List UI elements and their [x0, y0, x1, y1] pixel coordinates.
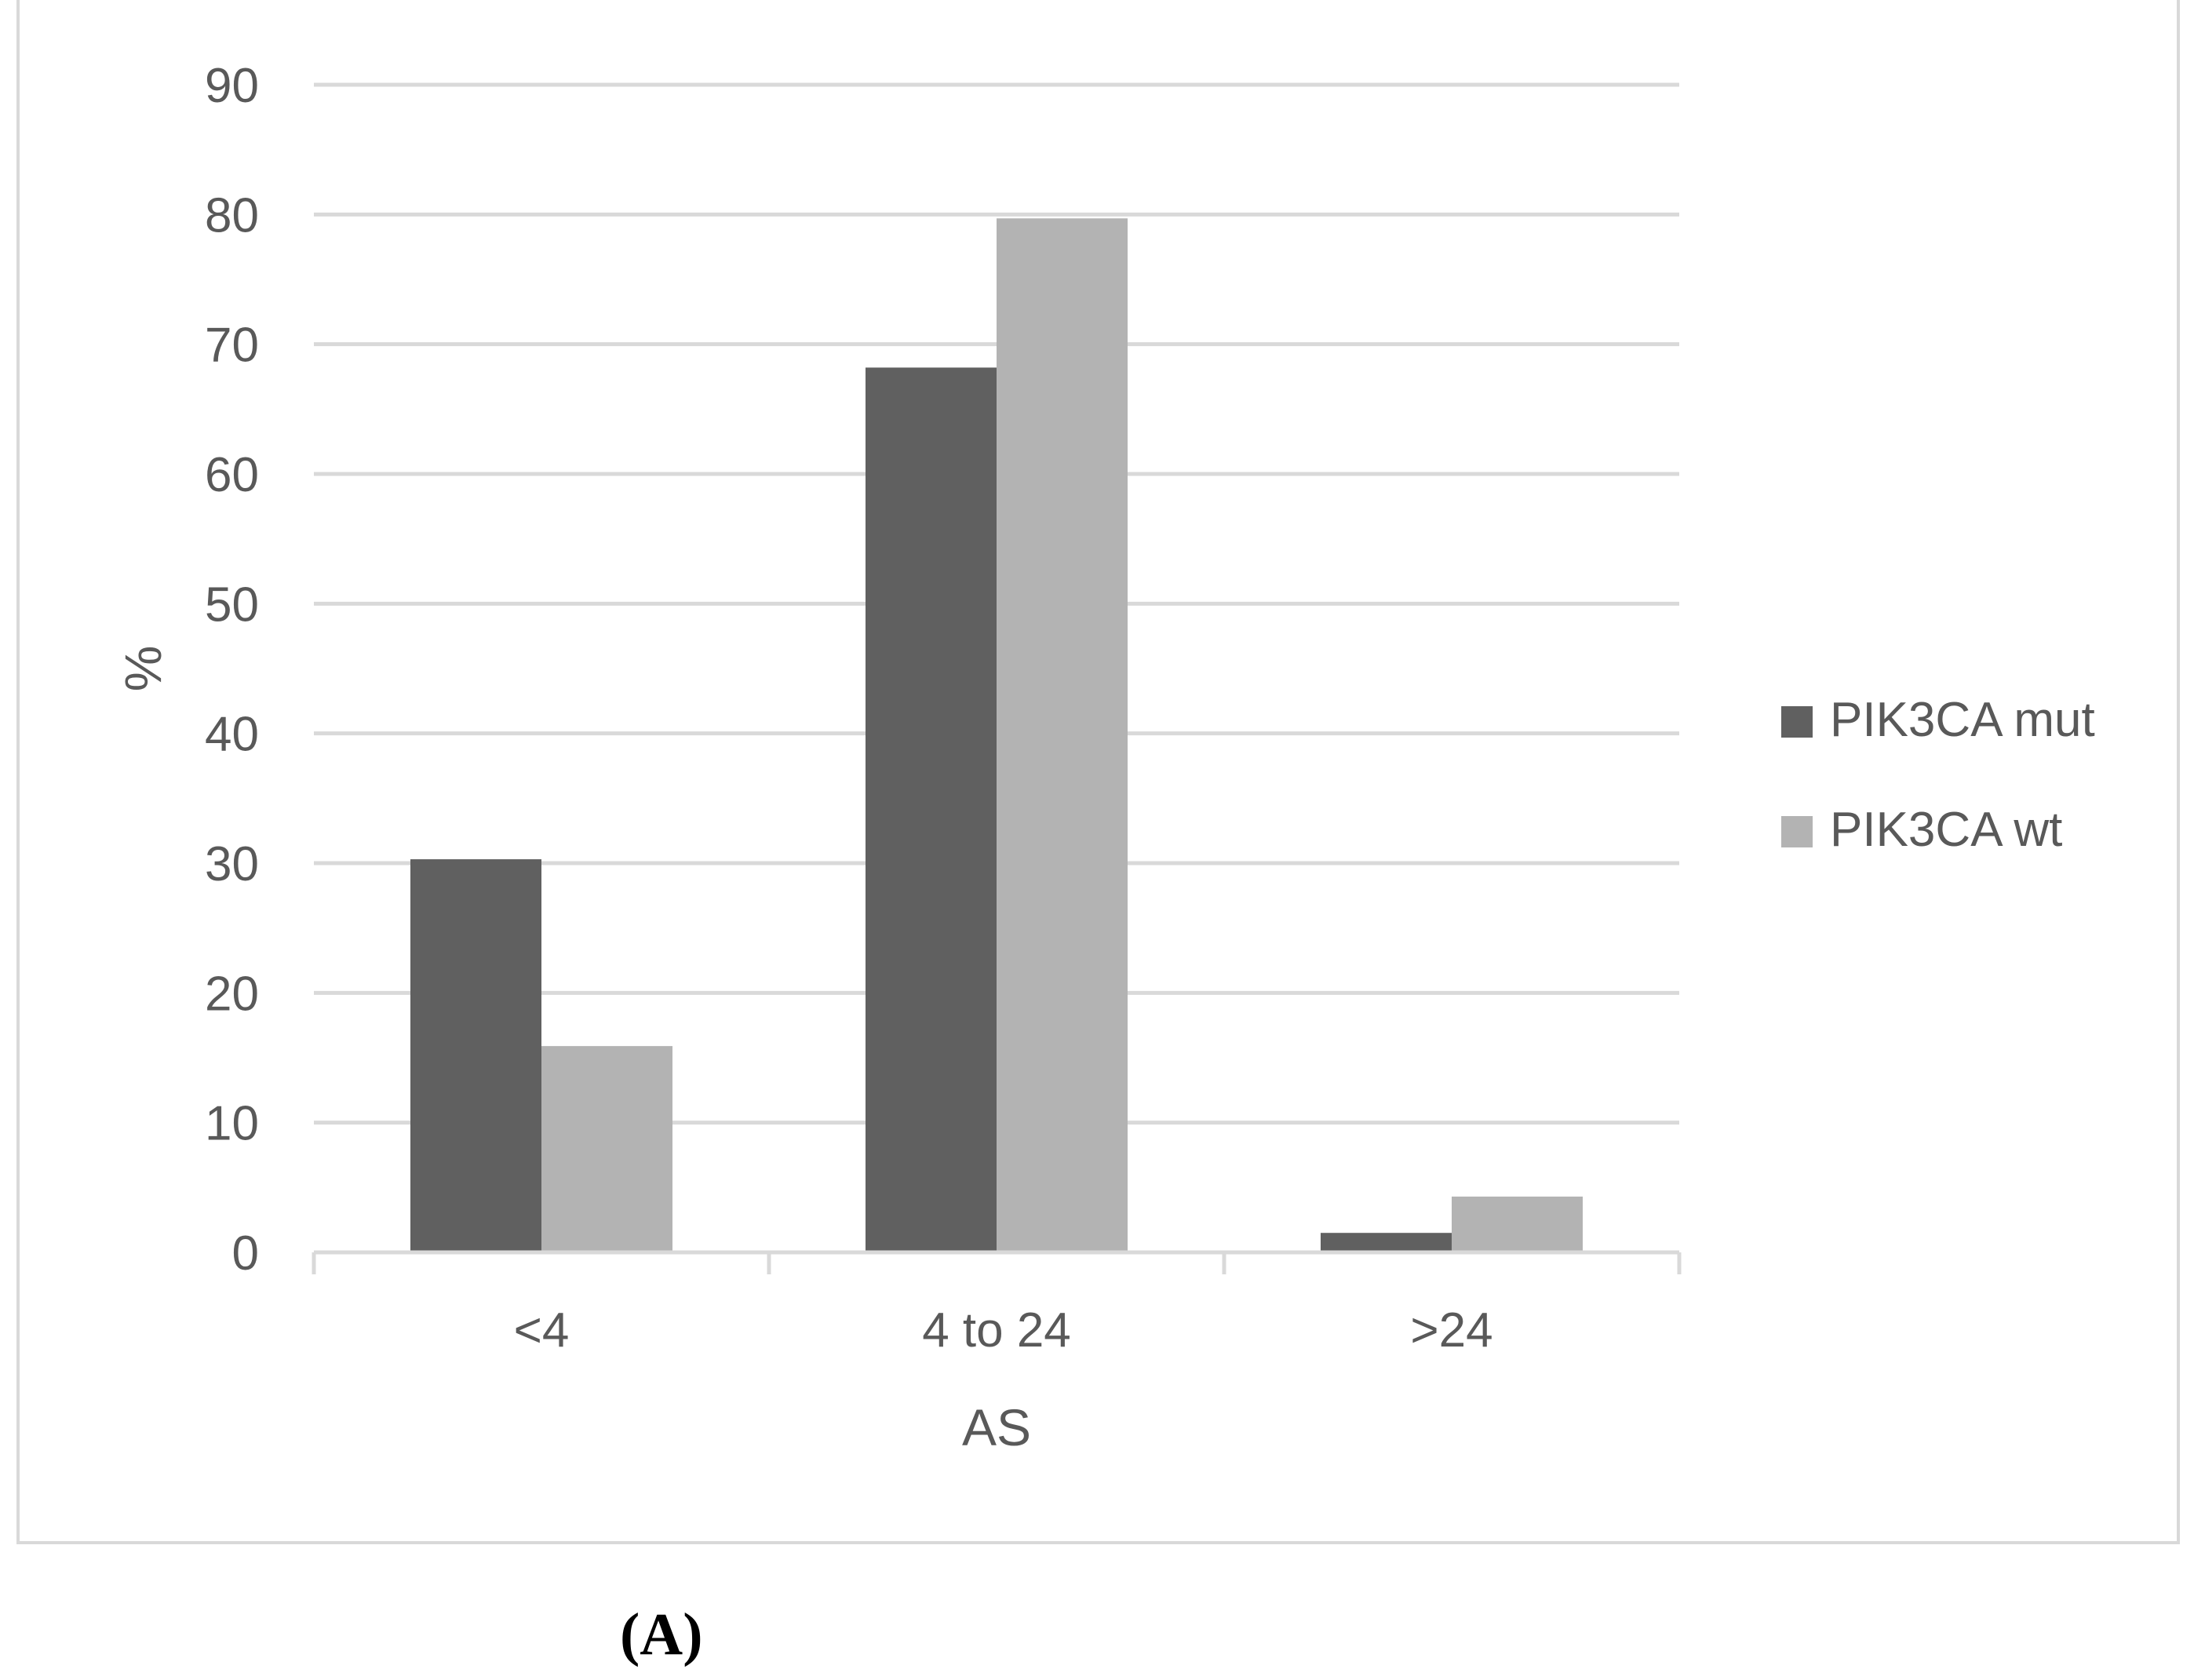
bar: [997, 218, 1128, 1252]
x-tick-label: 4 to 24: [922, 1303, 1071, 1357]
x-axis: <4 4 to 24 >24: [312, 1250, 1682, 1357]
bar: [866, 367, 997, 1253]
bar: [410, 859, 541, 1252]
y-axis: 0 10 20 30 40 50 60 70 80 90: [205, 59, 259, 1281]
y-tick-label: 20: [205, 967, 259, 1021]
y-tick-label: 30: [205, 837, 259, 891]
y-tick-label: 0: [232, 1226, 259, 1281]
legend-swatch: [1781, 816, 1813, 847]
legend: PIK3CA mut PIK3CA wt: [1781, 693, 2095, 857]
y-axis-title: %: [114, 646, 172, 692]
y-tick-label: 10: [205, 1097, 259, 1151]
x-tick-label: >24: [1410, 1303, 1492, 1357]
chart-frame: [16, 0, 2180, 1544]
legend-swatch: [1781, 706, 1813, 738]
legend-label: PIK3CA wt: [1830, 803, 2062, 857]
y-tick-label: 50: [205, 578, 259, 632]
y-tick-label: 40: [205, 708, 259, 762]
panel-label: (A): [620, 1602, 703, 1667]
legend-label: PIK3CA mut: [1830, 693, 2095, 747]
y-tick-label: 70: [205, 319, 259, 373]
y-tick-label: 60: [205, 448, 259, 502]
bar: [1321, 1233, 1452, 1252]
bar: [1452, 1196, 1583, 1252]
y-tick-label: 90: [205, 59, 259, 113]
x-tick-label: <4: [514, 1303, 570, 1357]
y-tick-label: 80: [205, 188, 259, 242]
bar: [541, 1046, 672, 1252]
x-axis-title: AS: [962, 1398, 1031, 1456]
bars: [410, 218, 1583, 1253]
